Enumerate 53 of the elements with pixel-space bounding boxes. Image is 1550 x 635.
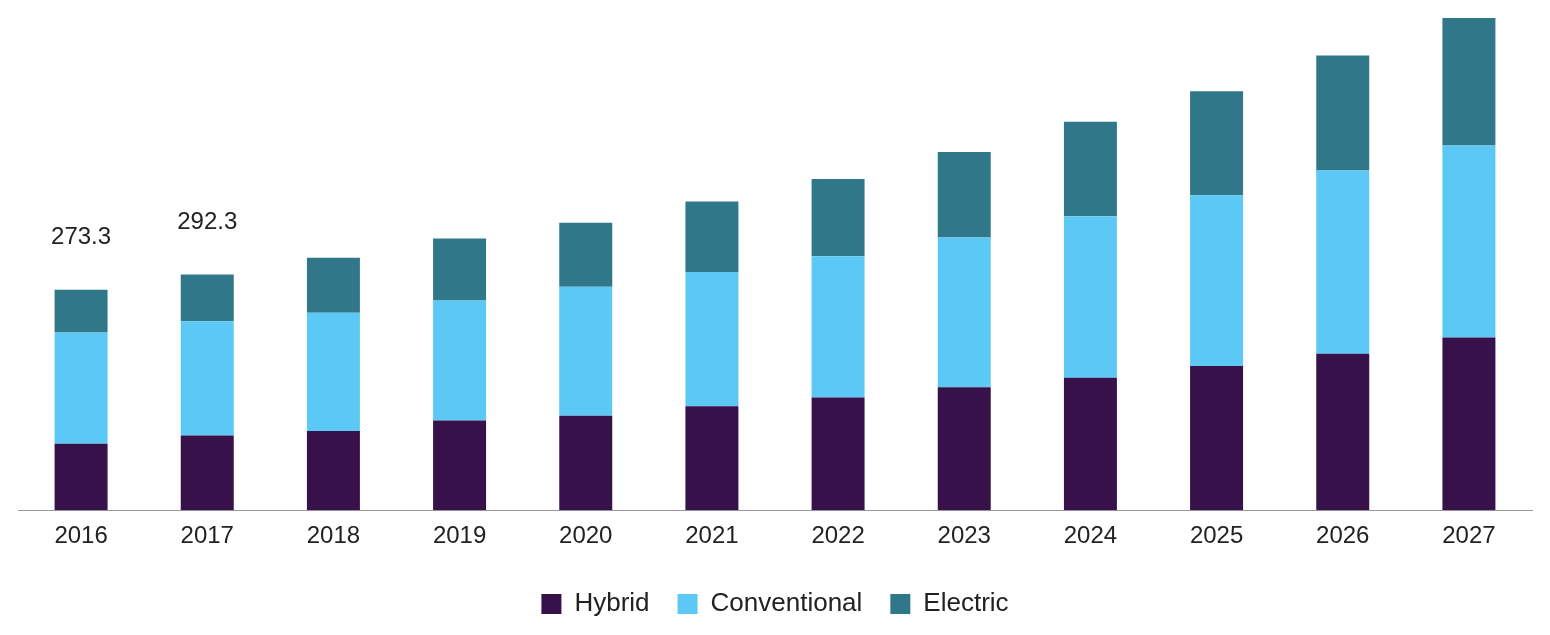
bar	[433, 420, 487, 511]
bar	[685, 406, 739, 511]
bar	[937, 387, 991, 511]
bar	[1316, 55, 1370, 171]
bar	[180, 435, 234, 511]
x-tick-label: 2021	[685, 521, 739, 549]
x-tick-label: 2022	[811, 521, 865, 549]
bar	[811, 256, 865, 398]
bar	[1063, 121, 1117, 217]
x-tick-label: 2019	[432, 521, 487, 549]
bar	[306, 312, 360, 431]
bar	[811, 178, 865, 257]
bar	[1190, 365, 1244, 511]
bar	[1190, 195, 1244, 366]
bar	[433, 238, 487, 301]
bar	[180, 274, 234, 322]
legend-label: Conventional	[710, 587, 863, 618]
bar	[180, 321, 234, 436]
bar	[54, 289, 108, 333]
x-tick-label: 2017	[180, 521, 234, 549]
bar	[1190, 91, 1244, 196]
x-tick-label: 2026	[1316, 521, 1370, 549]
bar	[559, 415, 613, 511]
bar	[937, 237, 991, 388]
bar	[811, 397, 865, 511]
bar	[685, 271, 739, 407]
x-tick-label: 2016	[54, 521, 108, 549]
x-tick-label: 2025	[1189, 521, 1244, 549]
bar	[1442, 145, 1496, 338]
bar	[433, 300, 487, 421]
legend-label: Electric	[923, 587, 1009, 618]
bar	[54, 332, 108, 444]
bar	[685, 201, 739, 272]
bar	[306, 257, 360, 313]
bar	[559, 222, 613, 287]
x-tick-label: 2018	[306, 521, 361, 549]
x-tick-label: 2023	[937, 521, 991, 549]
bar	[1063, 377, 1117, 511]
legend-label: Hybrid	[574, 587, 650, 618]
bar	[306, 430, 360, 511]
bar	[1442, 18, 1496, 146]
x-tick-label: 2020	[559, 521, 613, 549]
bar	[937, 151, 991, 238]
bar	[1316, 353, 1370, 511]
x-tick-label: 2027	[1442, 521, 1496, 549]
bar	[1063, 216, 1117, 378]
x-tick-label: 2024	[1063, 521, 1118, 549]
bar	[1316, 170, 1370, 354]
bar	[1442, 337, 1496, 511]
bar	[559, 286, 613, 416]
bar	[54, 443, 108, 511]
annotation: 292.3	[177, 207, 238, 235]
annotation: 273.3	[51, 222, 112, 250]
